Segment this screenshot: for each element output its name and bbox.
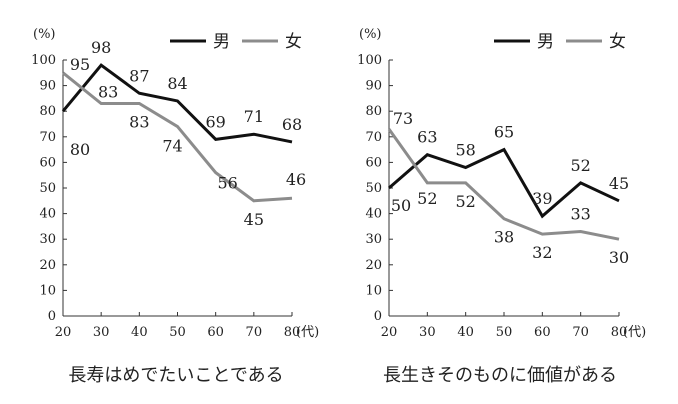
data-label-female: 33: [570, 205, 590, 224]
y-tick-label: 50: [365, 181, 382, 196]
x-tick-label: 60: [534, 325, 551, 340]
x-tick-label: 20: [55, 325, 72, 340]
y-tick-label: 50: [39, 181, 56, 196]
data-label-female: 45: [244, 210, 264, 229]
data-label-female: 73: [393, 109, 413, 128]
legend-label-male: 男: [537, 32, 554, 52]
data-label-male: 98: [91, 38, 111, 57]
x-unit-label: (代): [296, 325, 319, 340]
data-label-male: 87: [129, 66, 149, 85]
data-label-female: 30: [609, 248, 629, 267]
x-tick-label: 80: [611, 325, 628, 340]
x-tick-label: 20: [381, 325, 398, 340]
x-tick-label: 50: [496, 325, 513, 340]
series-line-female: [62, 71, 293, 203]
data-label-male: 58: [455, 141, 475, 160]
series-line-male: [388, 147, 620, 219]
x-tick-label: 60: [207, 325, 224, 340]
data-label-male: 68: [282, 115, 302, 134]
y-tick-label: 0: [374, 309, 382, 324]
data-label-female: 46: [286, 170, 306, 189]
y-unit-label: (%): [359, 27, 382, 42]
x-tick-label: 40: [457, 325, 474, 340]
data-label-male: 65: [494, 123, 514, 142]
y-tick-label: 10: [39, 283, 56, 298]
legend-label-female: 女: [285, 32, 302, 52]
data-label-female: 74: [162, 137, 182, 156]
data-label-male: 63: [417, 128, 437, 147]
y-tick-label: 100: [357, 53, 382, 68]
data-label-male: 69: [205, 112, 225, 131]
y-tick-label: 40: [365, 207, 382, 222]
data-label-male: 39: [532, 189, 552, 208]
y-unit-label: (%): [33, 27, 56, 42]
legend-label-male: 男: [213, 32, 230, 52]
y-tick-label: 0: [48, 309, 56, 324]
series-line-male: [61, 63, 293, 144]
data-label-male: 50: [391, 196, 411, 215]
y-tick-label: 30: [365, 232, 382, 247]
data-label-male: 52: [570, 156, 590, 175]
data-label-male: 84: [167, 74, 187, 93]
x-unit-label: (代): [623, 325, 646, 340]
x-tick-label: 50: [169, 325, 186, 340]
y-tick-label: 60: [39, 155, 56, 170]
y-tick-label: 20: [365, 258, 382, 273]
x-tick-label: 30: [93, 325, 110, 340]
series-line-female: [387, 128, 620, 241]
x-tick-label: 80: [284, 325, 301, 340]
y-tick-label: 10: [365, 283, 382, 298]
data-label-male: 45: [609, 174, 629, 193]
data-label-female: 56: [217, 174, 237, 193]
y-tick-label: 90: [39, 79, 56, 94]
x-tick-label: 70: [572, 325, 589, 340]
y-tick-label: 70: [365, 130, 382, 145]
data-label-female: 52: [417, 189, 437, 208]
x-tick-label: 70: [246, 325, 263, 340]
x-tick-label: 40: [131, 325, 148, 340]
chart-caption: 長生きそのものに価値がある: [383, 365, 617, 386]
data-label-male: 80: [70, 140, 90, 159]
data-label-female: 38: [494, 228, 514, 247]
y-tick-label: 80: [39, 104, 56, 119]
chart-caption: 長寿はめでたいことである: [68, 365, 283, 386]
y-tick-label: 60: [365, 155, 382, 170]
y-tick-label: 80: [365, 104, 382, 119]
y-tick-label: 70: [39, 130, 56, 145]
y-tick-label: 30: [39, 232, 56, 247]
legend-label-female: 女: [609, 32, 626, 52]
y-tick-label: 90: [365, 79, 382, 94]
data-label-female: 83: [98, 83, 118, 102]
chart-long-life-value: 0 10 20 30 40 50 60 70 80 90 100 20 30 40 50 60 70 80 (%) (…: [357, 27, 646, 386]
chart-longevity-auspicious: 0 10 20 30 40 50 60 70 80 90 100 20 30 40 50 60 70 80 (%) (…: [31, 27, 319, 386]
data-label-female: 95: [70, 55, 90, 74]
data-label-female: 32: [532, 243, 552, 262]
y-tick-label: 20: [39, 258, 56, 273]
data-label-male: 71: [244, 107, 264, 126]
y-tick-label: 100: [31, 53, 56, 68]
y-tick-label: 40: [39, 207, 56, 222]
data-label-female: 83: [129, 113, 149, 132]
data-label-female: 52: [455, 192, 475, 211]
x-tick-label: 30: [419, 325, 436, 340]
